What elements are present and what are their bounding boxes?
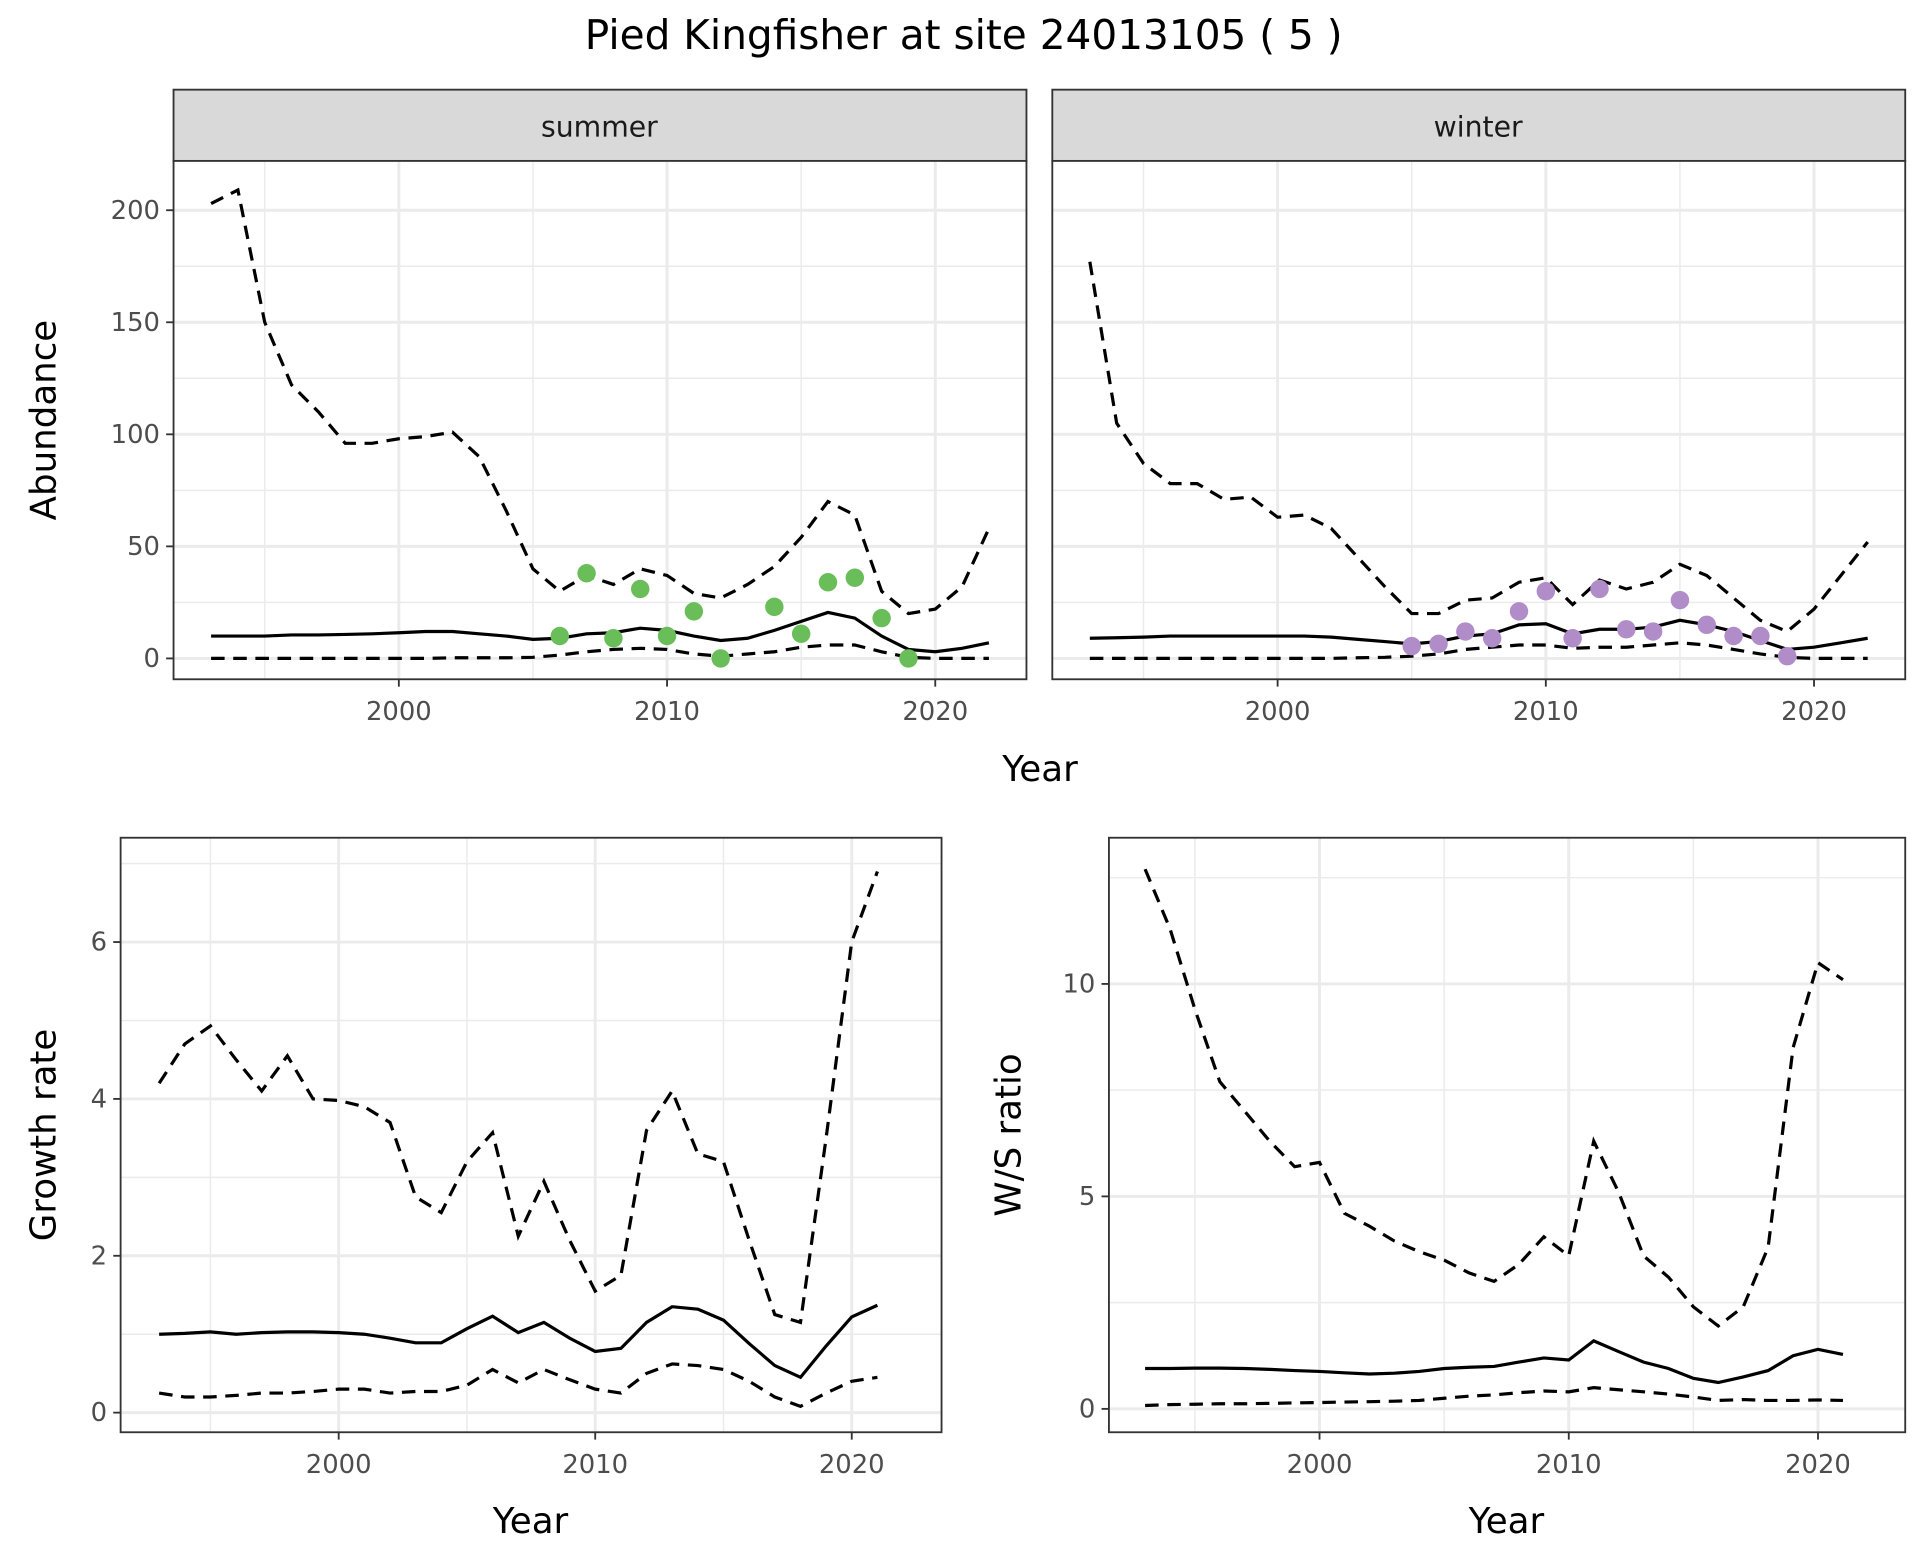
- strip-summer-bg: [172, 88, 1028, 162]
- data-point: [1590, 579, 1609, 599]
- data-point: [899, 649, 918, 668]
- panel-winter: 2000 2010 2020: [1051, 159, 1907, 727]
- data-point: [1536, 581, 1556, 601]
- x-tick-label: 2010: [1536, 1450, 1602, 1480]
- panel-background: [120, 837, 942, 1433]
- ws-y-axis-label: W/S ratio: [988, 1053, 1029, 1216]
- panel-border: [172, 159, 1028, 681]
- data-point: [818, 573, 838, 592]
- y-tick-label: 150: [111, 308, 160, 338]
- y-tick-label: 6: [91, 928, 107, 958]
- series-line-mean: [1145, 1339, 1844, 1385]
- data-point: [872, 608, 891, 628]
- data-point: [604, 629, 623, 648]
- data-point: [1751, 626, 1770, 646]
- x-tick-label: 2010: [1513, 697, 1579, 727]
- y-tick-label: 4: [91, 1085, 107, 1115]
- chart-title: Pied Kingfisher at site 24013105 ( 5 ): [585, 11, 1343, 59]
- x-tick-label: 2000: [306, 1450, 372, 1480]
- series-line-mean: [211, 610, 990, 654]
- y-tick-label: 2: [91, 1241, 107, 1271]
- data-point: [791, 624, 811, 643]
- data-point: [1563, 629, 1582, 648]
- panel-border: [1108, 836, 1907, 1434]
- y-tick-label: 0: [1079, 1395, 1095, 1425]
- panel-ws: 2000 2010 2020 0 5 10: [1062, 836, 1907, 1480]
- data-point: [1697, 615, 1716, 635]
- series-line-lower: [158, 1362, 878, 1409]
- data-point: [577, 564, 596, 583]
- strip-summer-label: summer: [541, 110, 658, 143]
- panel-growth: 2000 2010 2020 0 2 4 6: [91, 836, 943, 1480]
- y-tick-label: 0: [91, 1398, 107, 1428]
- top-y-axis-label: Abundance: [23, 320, 64, 521]
- growth-x-axis-label: Year: [492, 1501, 569, 1542]
- data-point: [657, 626, 677, 646]
- data-point: [1643, 622, 1663, 641]
- panel-background: [1108, 837, 1906, 1433]
- x-tick-label: 2020: [1785, 1450, 1851, 1480]
- data-point: [711, 649, 730, 668]
- data-point: [1670, 590, 1690, 610]
- data-point: [550, 626, 569, 646]
- growth-y-axis-label: Growth rate: [23, 1029, 64, 1242]
- panel-summer: 2000 2010 2020 0 50 100 150 200: [111, 159, 1028, 727]
- series-line-lower: [211, 643, 989, 660]
- data-point: [765, 597, 784, 617]
- data-point: [1617, 620, 1636, 639]
- data-point: [631, 579, 650, 599]
- data-point: [1724, 626, 1743, 646]
- data-point: [1777, 646, 1797, 666]
- top-x-axis-label: Year: [1001, 749, 1078, 790]
- x-tick-label: 2010: [634, 697, 700, 727]
- x-tick-label: 2010: [562, 1450, 628, 1480]
- x-tick-label: 2020: [819, 1450, 885, 1480]
- x-tick-label: 2020: [902, 697, 968, 727]
- x-tick-label: 2000: [366, 697, 432, 727]
- data-point: [1482, 629, 1502, 648]
- data-point: [1456, 622, 1475, 641]
- y-tick-label: 0: [144, 644, 160, 674]
- series-line-lower: [1089, 641, 1868, 660]
- data-point: [1509, 602, 1529, 621]
- series-line-upper: [1088, 261, 1869, 634]
- y-tick-label: 10: [1062, 970, 1095, 1000]
- data-point: [684, 602, 704, 621]
- x-tick-label: 2020: [1781, 697, 1847, 727]
- series-line-mean: [159, 1303, 879, 1380]
- data-point: [1429, 634, 1448, 654]
- data-point: [845, 568, 865, 587]
- series-line-lower: [1145, 1386, 1843, 1408]
- strip-winter-bg: [1051, 88, 1907, 162]
- y-tick-label: 200: [111, 196, 160, 226]
- series-line-upper: [157, 870, 879, 1325]
- strip-winter-label: winter: [1434, 110, 1523, 143]
- panel-background: [1052, 160, 1906, 680]
- y-tick-label: 100: [111, 420, 160, 450]
- y-tick-label: 5: [1079, 1182, 1095, 1212]
- series-line-upper: [1143, 868, 1844, 1329]
- series-line-upper: [210, 187, 991, 616]
- panel-border: [1051, 159, 1907, 681]
- panel-border: [119, 836, 943, 1434]
- data-point: [1402, 636, 1421, 656]
- y-tick-label: 50: [127, 532, 160, 562]
- ws-x-axis-label: Year: [1468, 1501, 1545, 1542]
- panel-background: [173, 160, 1027, 680]
- x-tick-label: 2000: [1245, 697, 1311, 727]
- x-tick-label: 2000: [1287, 1450, 1353, 1480]
